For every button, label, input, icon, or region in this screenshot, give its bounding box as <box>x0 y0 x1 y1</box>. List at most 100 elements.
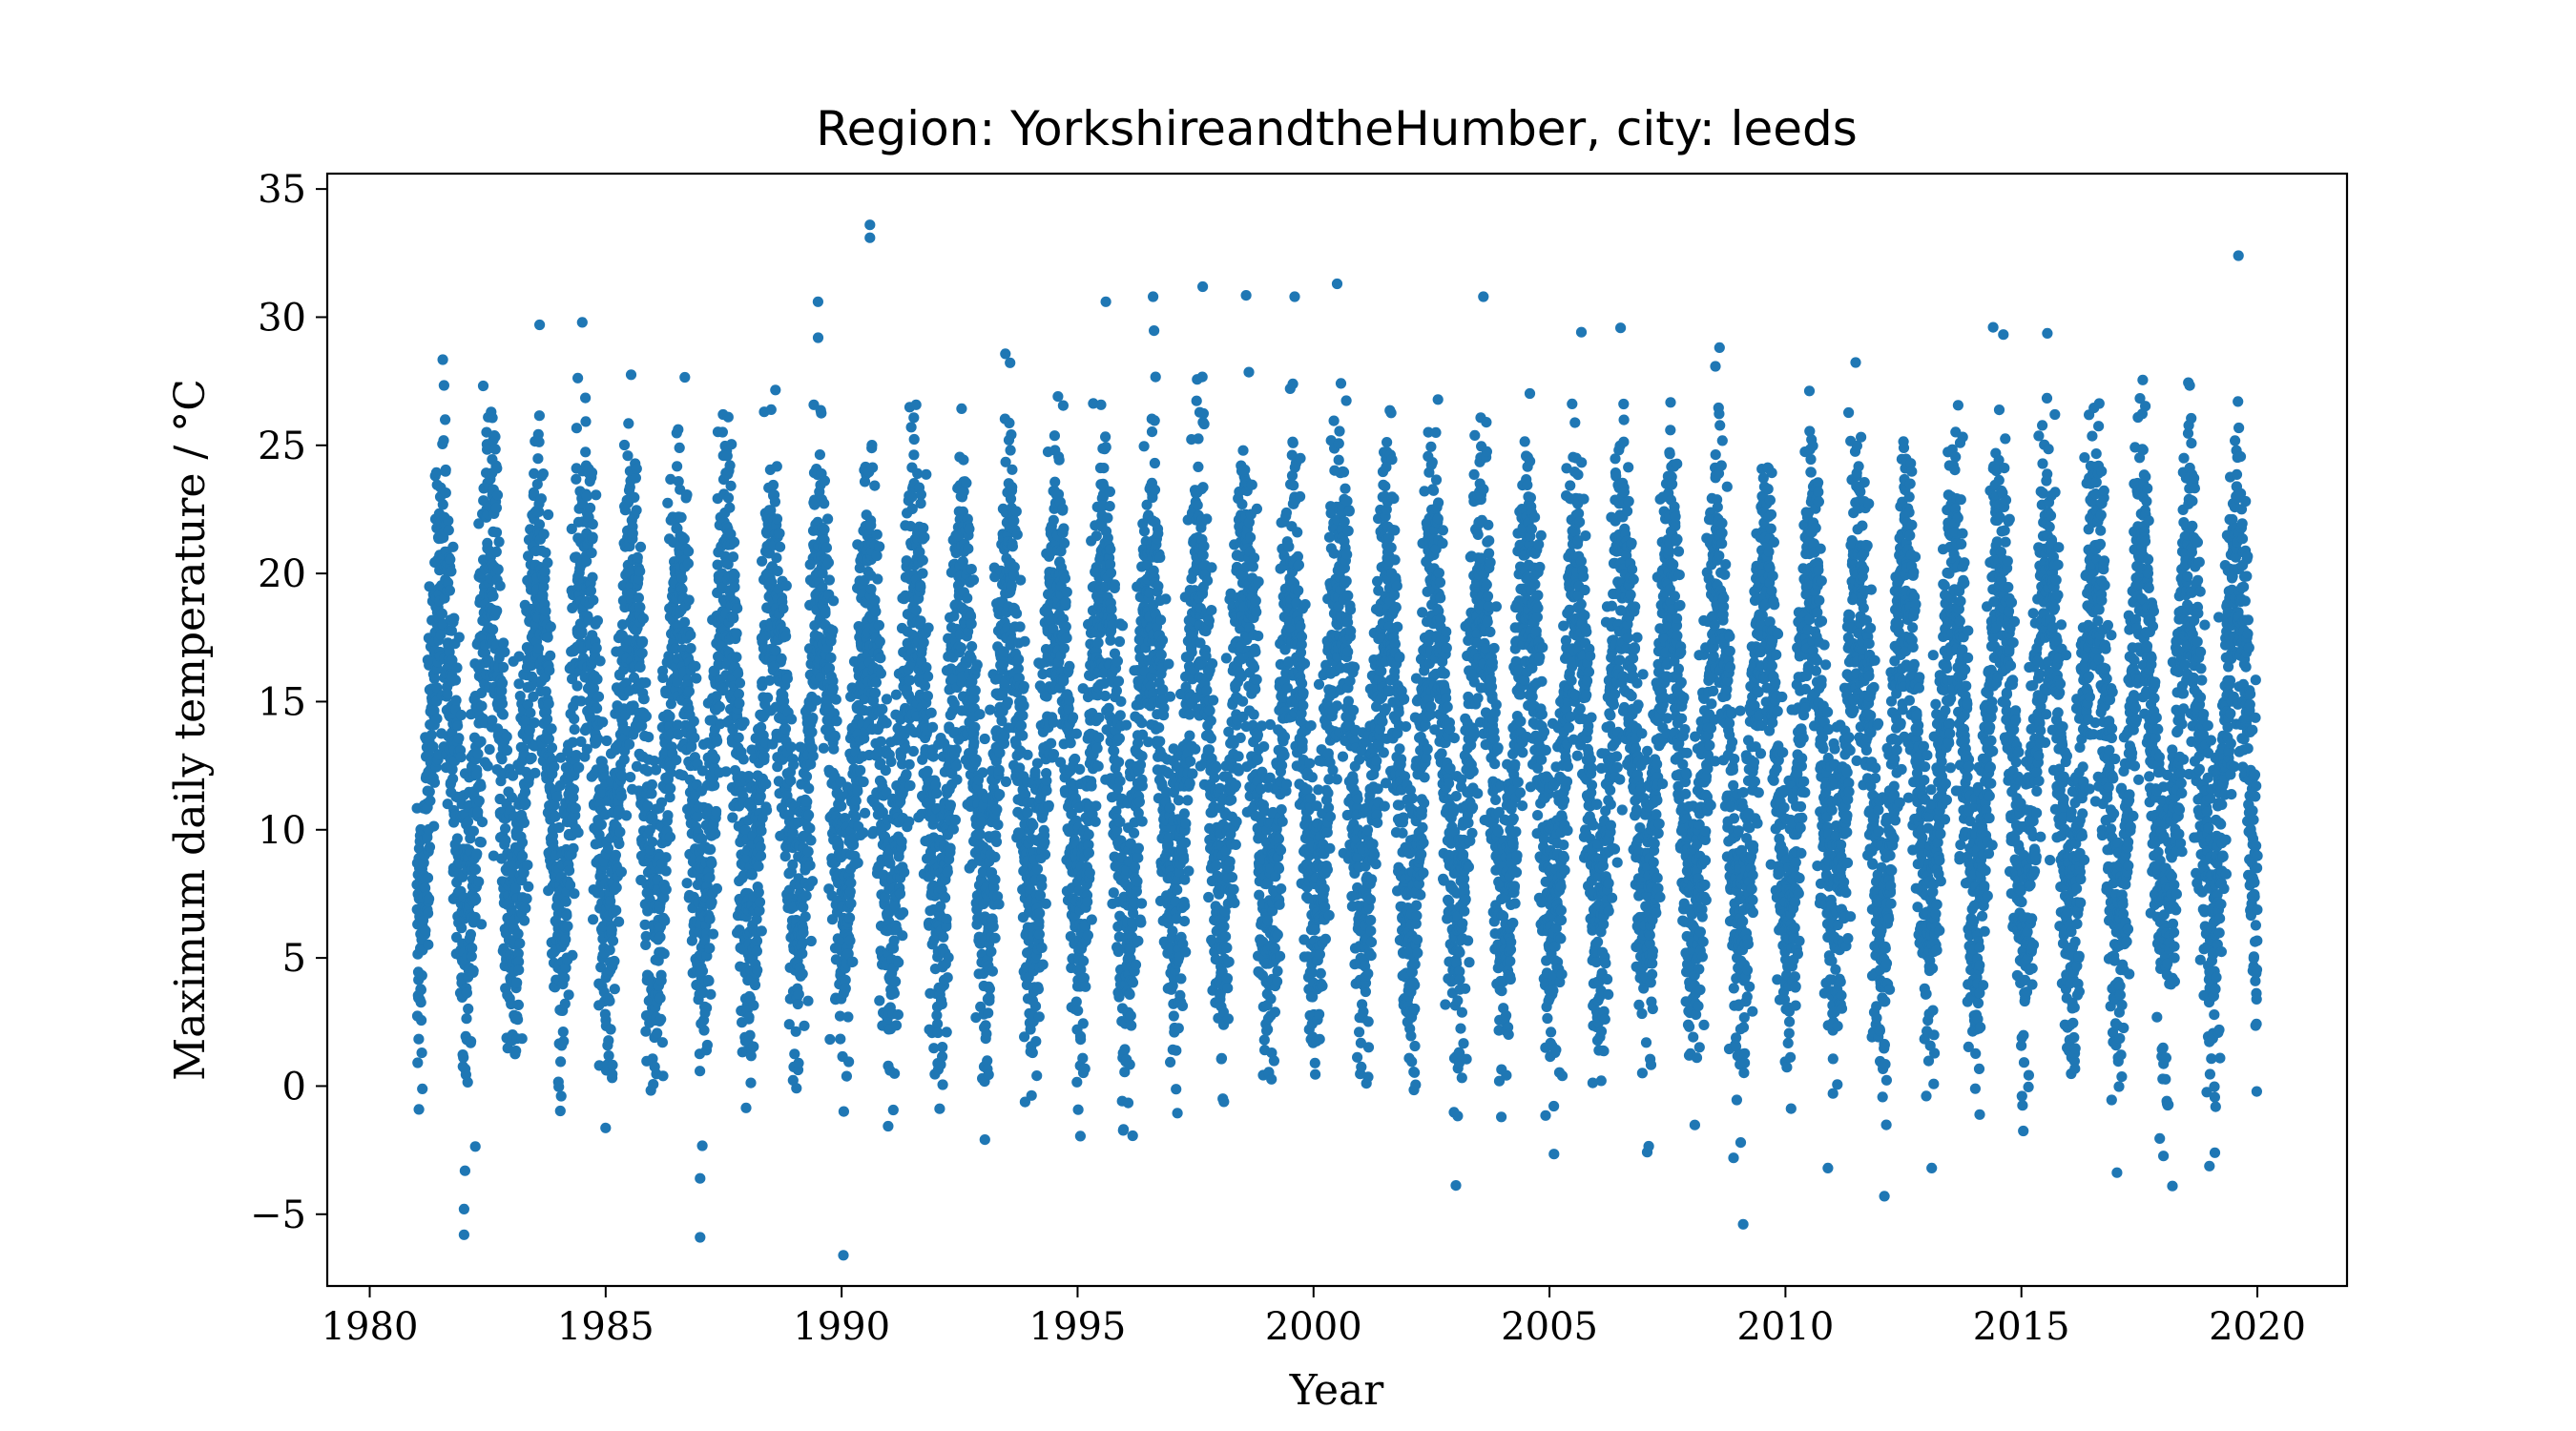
data-point <box>580 416 592 427</box>
data-point <box>655 1013 667 1025</box>
data-point <box>981 1028 992 1040</box>
data-point <box>845 877 857 889</box>
data-point <box>945 842 956 854</box>
data-point <box>520 798 531 809</box>
data-point <box>467 825 479 837</box>
data-point <box>1043 799 1054 811</box>
data-point <box>607 1068 618 1080</box>
data-point <box>704 913 716 924</box>
data-point <box>416 1047 427 1059</box>
data-point <box>898 907 909 919</box>
data-point <box>428 673 440 684</box>
data-point <box>672 461 683 472</box>
data-point <box>456 923 467 934</box>
data-point <box>940 892 951 903</box>
data-point <box>966 618 977 630</box>
data-point <box>469 863 482 876</box>
data-point <box>706 858 717 869</box>
data-point <box>800 911 811 923</box>
data-point <box>938 931 949 943</box>
data-point <box>542 632 553 643</box>
data-point <box>751 935 763 946</box>
data-point <box>918 636 929 649</box>
data-point <box>498 661 509 674</box>
data-point <box>833 838 844 849</box>
data-point <box>841 1070 853 1082</box>
data-point <box>569 888 580 900</box>
data-point <box>690 660 701 673</box>
data-point <box>417 1083 428 1094</box>
data-point <box>908 412 920 424</box>
data-point <box>488 591 499 602</box>
data-point <box>724 502 736 513</box>
data-point <box>1000 776 1012 788</box>
data-point <box>989 851 1001 863</box>
data-point <box>842 1011 854 1023</box>
data-point <box>1029 1001 1042 1012</box>
data-point <box>648 1079 659 1090</box>
data-point <box>1037 959 1049 970</box>
data-point <box>476 687 488 699</box>
data-point <box>860 807 871 819</box>
data-point <box>798 902 809 913</box>
data-point <box>733 688 745 700</box>
data-point <box>923 671 934 682</box>
data-point <box>491 605 503 616</box>
data-point <box>990 836 1003 848</box>
data-point <box>779 723 792 735</box>
data-point <box>722 411 734 423</box>
data-point <box>1018 680 1029 693</box>
data-point <box>917 568 928 579</box>
data-point <box>587 531 598 543</box>
data-point <box>1028 819 1039 831</box>
data-point <box>1010 608 1023 619</box>
data-point <box>803 782 815 795</box>
data-point <box>558 1035 570 1047</box>
data-point <box>630 472 642 484</box>
data-point <box>1004 417 1015 428</box>
data-point <box>1019 635 1030 647</box>
data-point <box>785 741 797 753</box>
data-point <box>526 752 537 764</box>
data-point <box>922 765 933 778</box>
data-point <box>772 566 783 577</box>
data-point <box>753 861 764 872</box>
data-point <box>1010 506 1022 517</box>
data-point <box>958 454 969 466</box>
data-point <box>634 566 646 577</box>
data-point <box>514 938 526 949</box>
data-point <box>447 541 459 552</box>
data-point <box>563 989 574 1001</box>
data-point <box>904 758 915 770</box>
data-point <box>756 825 767 837</box>
data-point <box>824 1033 836 1046</box>
data-point <box>604 995 615 1006</box>
data-point <box>471 769 483 780</box>
data-point <box>968 736 980 749</box>
data-point <box>604 944 615 956</box>
data-point <box>660 883 672 896</box>
data-point <box>637 612 650 624</box>
data-point <box>936 999 947 1010</box>
data-point <box>1018 699 1029 712</box>
data-point <box>1011 529 1023 540</box>
data-point <box>595 819 608 831</box>
data-point <box>1005 445 1016 456</box>
data-point <box>496 754 508 765</box>
data-point <box>671 755 682 766</box>
data-point <box>678 533 690 545</box>
data-point <box>525 707 536 718</box>
data-point <box>871 550 883 562</box>
data-point <box>594 655 606 667</box>
data-point <box>828 743 840 755</box>
data-point <box>712 736 723 747</box>
data-point <box>890 1020 903 1031</box>
data-point <box>910 399 922 410</box>
data-point <box>1008 515 1020 527</box>
data-point <box>469 1141 481 1152</box>
data-point <box>423 939 434 950</box>
data-point <box>554 1105 566 1117</box>
data-point <box>744 1029 756 1041</box>
data-point <box>592 691 605 702</box>
